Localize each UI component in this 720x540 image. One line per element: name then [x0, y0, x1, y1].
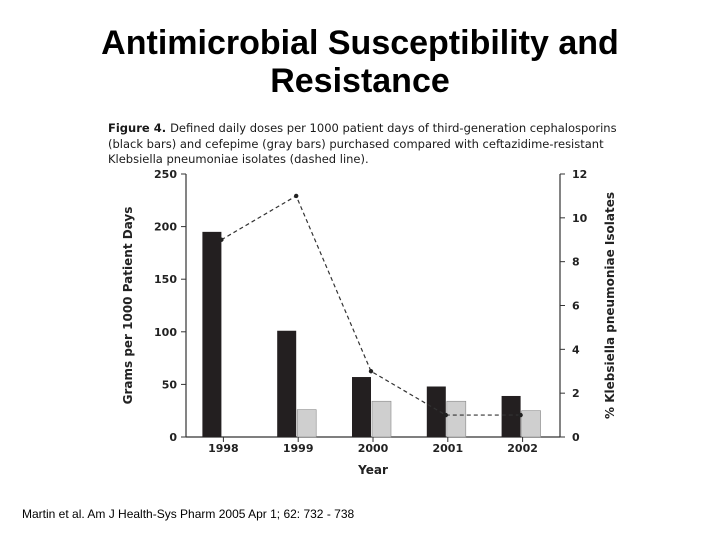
x-tick-label: 1999	[283, 442, 314, 455]
line-point-klebsiella	[518, 412, 523, 418]
bar-cefepime	[446, 400, 467, 438]
bar-cefepime	[296, 409, 317, 438]
x-tick-label: 2001	[432, 442, 463, 455]
line-point-klebsiella	[294, 193, 299, 199]
x-axis-title: Year	[357, 463, 388, 477]
figure-label: Figure 4.	[108, 121, 167, 135]
slide-title-line-1: Antimicrobial Susceptibility and	[101, 24, 619, 62]
line-klebsiella-isolates	[221, 195, 521, 416]
line-point-klebsiella	[219, 237, 224, 242]
slide-title-line-2: Resistance	[270, 62, 450, 100]
citation: Martin et al. Am J Health-Sys Pharm 2005…	[22, 507, 355, 521]
x-tick-label: 2002	[507, 442, 538, 455]
bar-cefepime	[521, 410, 541, 438]
right-y-tick-label: 12	[572, 168, 587, 181]
bar-third-gen-cephalosporins	[352, 377, 371, 437]
left-y-tick-label: 100	[154, 326, 177, 339]
right-y-tick-label: 10	[572, 212, 588, 225]
right-y-tick-label: 6	[572, 300, 580, 313]
y2-axis-title: % Klebsiella pneumoniae Isolates	[603, 192, 617, 419]
left-y-tick-label: 0	[169, 431, 177, 444]
line-point-klebsiella	[368, 369, 374, 374]
line-point-klebsiella	[443, 412, 448, 418]
left-y-tick-label: 200	[154, 221, 177, 234]
bar-cefepime	[371, 400, 392, 438]
left-y-tick-label: 50	[162, 378, 178, 391]
bar-third-gen-cephalosporins	[426, 386, 446, 437]
bar-third-gen-cephalosporins	[202, 231, 222, 437]
left-y-tick-label: 250	[154, 168, 177, 181]
figure-caption-text: Defined daily doses per 1000 patient day…	[108, 121, 617, 166]
bar-third-gen-cephalosporins	[501, 395, 521, 437]
slide-title: Antimicrobial Susceptibility and Resista…	[0, 24, 720, 100]
figure-caption: Figure 4. Defined daily doses per 1000 pa…	[108, 121, 628, 168]
right-y-tick-label: 4	[572, 343, 580, 356]
right-y-tick-label: 8	[572, 256, 580, 269]
right-y-tick-label: 0	[572, 431, 580, 444]
right-y-tick-label: 2	[572, 387, 580, 400]
bar-third-gen-cephalosporins	[277, 330, 297, 437]
x-tick-label: 1998	[208, 442, 239, 455]
left-y-tick-label: 150	[154, 273, 177, 286]
y-axis-title: Grams per 1000 Patient Days	[121, 207, 135, 405]
x-tick-label: 2000	[358, 442, 389, 455]
